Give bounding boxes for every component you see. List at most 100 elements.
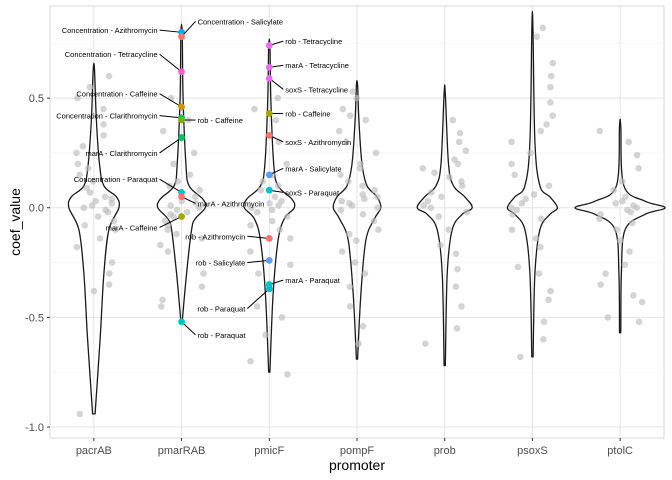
data-point	[196, 186, 203, 194]
data-point	[159, 127, 167, 135]
annotation-leader	[246, 288, 270, 309]
data-point	[613, 226, 620, 233]
data-point	[545, 296, 552, 304]
data-point	[508, 226, 516, 233]
data-point	[527, 149, 534, 157]
data-point	[349, 88, 357, 95]
data-point	[635, 164, 642, 172]
annotation-label: Concentration - Caffeine	[76, 90, 157, 99]
data-point	[452, 283, 460, 290]
data-point	[509, 211, 516, 218]
data-point	[549, 112, 556, 119]
data-point	[449, 116, 457, 124]
data-point	[108, 195, 115, 203]
data-point	[76, 171, 84, 179]
data-point	[362, 116, 369, 124]
data-point	[537, 215, 545, 223]
data-point	[253, 303, 261, 310]
data-point	[540, 336, 547, 343]
data-point	[186, 171, 194, 179]
data-point	[522, 195, 530, 203]
data-point	[547, 83, 554, 91]
annotation-leader	[247, 259, 270, 264]
annotation-label: marA - Clarithromycin	[85, 149, 157, 158]
annotation-leader	[159, 216, 182, 228]
violin-psoxS	[506, 10, 559, 358]
data-point	[353, 94, 360, 102]
x-tick-label: pmicF	[254, 445, 284, 457]
data-point	[287, 261, 294, 269]
data-point	[259, 178, 267, 185]
highlight-point	[178, 213, 185, 220]
highlight-point	[178, 134, 185, 141]
data-point	[90, 287, 98, 295]
annotation-label: rob - Caffeine	[285, 109, 330, 118]
data-point	[83, 184, 91, 192]
annotation-leader	[159, 137, 182, 154]
annotation-leader	[159, 115, 182, 119]
data-point	[346, 112, 354, 119]
data-point	[516, 353, 524, 361]
data-point	[454, 265, 461, 273]
data-point	[257, 186, 265, 194]
data-point	[597, 281, 604, 288]
data-point	[92, 197, 99, 205]
annotation-label: soxS - Azithromycin	[285, 138, 351, 147]
data-point	[346, 283, 354, 290]
data-point	[545, 182, 553, 190]
data-point	[451, 156, 458, 163]
data-point	[74, 160, 82, 168]
violin-ptolC	[574, 118, 666, 334]
data-point	[247, 221, 254, 229]
annotation-leader	[181, 21, 196, 38]
data-point	[537, 127, 544, 135]
violin-pompF	[332, 79, 382, 360]
data-point	[183, 208, 191, 216]
data-point	[424, 197, 432, 205]
data-point	[618, 178, 626, 185]
data-point	[463, 208, 470, 216]
data-point	[174, 178, 182, 185]
data-point	[547, 72, 555, 80]
data-point	[427, 189, 435, 196]
data-point	[427, 204, 435, 212]
x-axis-ticks: pacrAB pmarRAB pmicF pompF prob psoxS ptolC	[76, 438, 633, 457]
data-point	[422, 340, 429, 348]
data-point	[343, 138, 350, 146]
x-tick-label: pompF	[340, 445, 375, 457]
data-point	[435, 213, 442, 220]
data-point	[630, 202, 637, 209]
highlight-point	[265, 256, 273, 264]
data-point	[610, 186, 617, 194]
data-point	[612, 200, 619, 207]
data-point	[159, 296, 166, 304]
data-point	[272, 116, 280, 124]
annotations: Concentration - Azithromycin Concentratio…	[56, 17, 351, 340]
annotation-label: marA - Salicylate	[285, 164, 341, 173]
annotation-label: marA - Tetracycline	[285, 61, 349, 70]
data-point	[351, 259, 359, 266]
data-point	[157, 303, 165, 310]
data-point	[547, 287, 554, 295]
data-point	[532, 235, 540, 242]
data-point	[374, 193, 381, 201]
data-point	[278, 314, 286, 321]
data-point	[626, 248, 633, 255]
violin-prob	[416, 84, 473, 367]
data-point	[167, 202, 175, 209]
annotation-label: rob - Azithromycin	[185, 232, 245, 241]
data-point	[539, 24, 547, 32]
data-point	[540, 318, 548, 326]
data-point	[353, 237, 360, 244]
data-point	[370, 217, 378, 225]
data-point	[456, 129, 464, 137]
jitter-points	[73, 24, 646, 418]
data-point	[345, 178, 352, 185]
data-point	[337, 171, 344, 179]
data-point	[454, 160, 462, 168]
data-point	[284, 371, 291, 378]
data-point	[335, 127, 343, 135]
data-point	[357, 160, 364, 168]
x-axis-title: promoter	[329, 457, 385, 473]
data-point	[76, 410, 84, 418]
